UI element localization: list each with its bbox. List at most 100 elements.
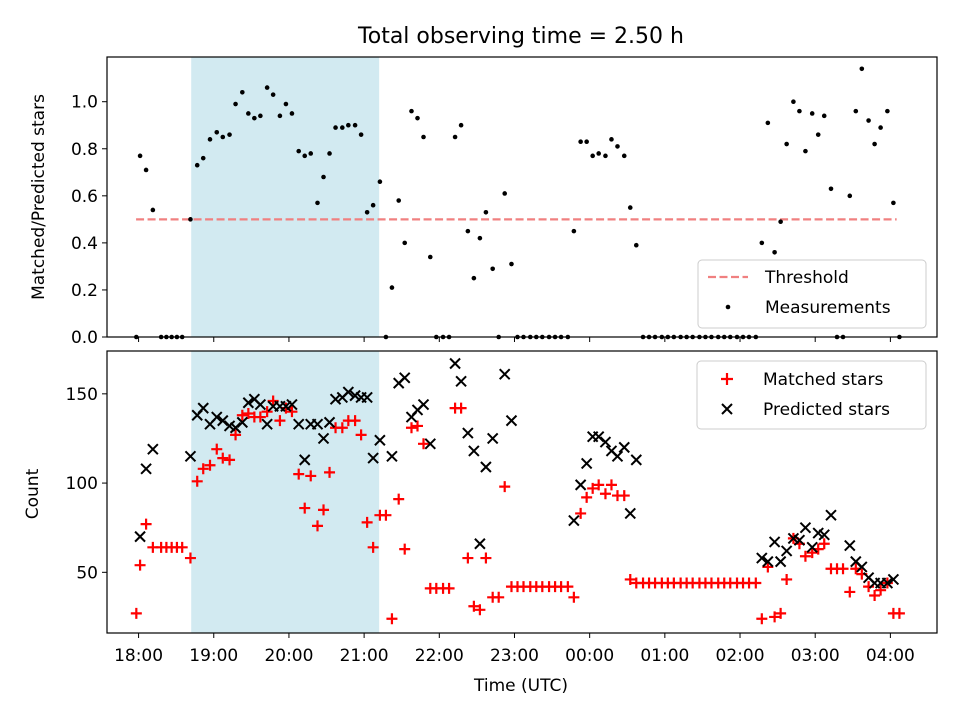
measurements-legend-marker-icon — [725, 304, 731, 310]
measurement-point — [765, 120, 771, 126]
matched-star-point — [386, 613, 398, 625]
measurement-point — [421, 134, 426, 140]
measurement-point — [207, 137, 213, 142]
measurement-point — [490, 266, 495, 272]
x-tick-label: 03:00 — [791, 646, 840, 666]
matched-legend-plus-icon — [721, 373, 733, 385]
count-plot-frame — [106, 350, 938, 634]
matched-star-point — [130, 607, 142, 619]
predicted-star-point — [856, 561, 868, 573]
predicted-star-point — [611, 450, 624, 463]
measurement-point — [866, 118, 871, 123]
predicted-star-point — [780, 545, 793, 557]
measurement-point — [502, 191, 508, 196]
x-tick-label: 18:00 — [114, 646, 163, 666]
measurement-point — [784, 141, 789, 147]
count-observing-span — [191, 351, 380, 633]
measurement-point — [188, 217, 193, 222]
measurement-point — [571, 228, 577, 234]
x-tick-label: 20:00 — [264, 646, 313, 666]
matched-star-point — [367, 541, 379, 553]
matched-star-point — [462, 552, 474, 564]
predicted-star-point — [630, 454, 642, 466]
matched-star-point — [575, 507, 587, 519]
predicted-star-point — [881, 577, 894, 589]
measurements-legend-label: Measurements — [765, 298, 891, 318]
matched-star-point — [318, 504, 330, 516]
matched-star-point — [443, 582, 455, 594]
matched-star-point — [261, 406, 273, 418]
measurement-point — [596, 151, 601, 156]
predicted-star-point — [311, 418, 324, 430]
measurement-point — [603, 153, 608, 159]
predicted-star-point — [887, 573, 900, 586]
measurement-point — [270, 92, 276, 97]
predicted-star-point — [568, 514, 580, 527]
measurement-point — [885, 108, 890, 114]
measurement-point — [821, 113, 827, 119]
ratio-y-tick-label: 0.6 — [71, 187, 98, 207]
matched-star-point — [587, 482, 599, 494]
measurement-point — [252, 115, 257, 121]
measurement-point — [200, 155, 206, 161]
matched-star-point — [267, 395, 279, 407]
matched-star-point — [418, 438, 430, 450]
predicted-star-point — [374, 434, 386, 446]
matched-star-point — [893, 607, 905, 619]
matched-star-point — [762, 561, 774, 573]
matched-star-point — [140, 518, 152, 530]
x-tick-label: 21:00 — [340, 646, 389, 666]
measurement-point — [778, 219, 783, 225]
measurement-point — [220, 134, 226, 140]
measurement-point — [340, 125, 345, 130]
count-legend-box — [696, 360, 927, 430]
matched-star-point — [254, 411, 266, 423]
ratio-y-tick-label: 0.2 — [71, 281, 98, 301]
matched-star-point — [562, 581, 574, 593]
measurement-point — [194, 162, 200, 168]
ratio-legend-box — [697, 259, 927, 329]
matched-star-point — [775, 607, 787, 619]
predicted-star-point — [342, 386, 355, 398]
predicted-star-point — [261, 418, 273, 430]
matched-star-point — [324, 466, 336, 478]
ratio-legend: Threshold Measurements — [697, 259, 927, 329]
predicted-star-point — [417, 398, 430, 411]
count-y-tick-label: 50 — [76, 563, 98, 583]
predicted-star-point — [242, 397, 255, 409]
matched-star-point — [305, 470, 317, 482]
measurement-point — [590, 153, 595, 159]
predicted-star-point — [399, 372, 411, 384]
measurement-point — [872, 141, 877, 147]
count-panel: 50 100 150 18:00 19:00 20:00 21:00 22:00 23:00 00… — [23, 350, 938, 696]
predicted-star-point — [806, 541, 818, 554]
predicted-star-point — [580, 457, 593, 470]
matched-star-point — [217, 452, 229, 464]
ratio-y-axis-label: Matched/Predicted stars — [29, 94, 49, 300]
measurement-point — [358, 132, 364, 137]
measurement-point — [615, 144, 620, 149]
matched-star-point — [184, 552, 196, 564]
measurement-point — [402, 240, 408, 246]
predicted-star-point — [323, 416, 336, 429]
predicted-star-point — [197, 402, 209, 414]
measurement-point — [227, 132, 232, 137]
predicted-star-point — [386, 450, 398, 463]
matched-star-point — [191, 475, 203, 487]
measurement-point — [289, 111, 295, 116]
matched-star-point — [293, 468, 305, 480]
predicted-star-point — [799, 521, 812, 534]
predicted-star-point — [236, 416, 249, 429]
measurement-point — [246, 111, 251, 116]
measurement-point — [283, 101, 289, 107]
measurement-point — [815, 132, 821, 137]
measurement-point — [627, 205, 633, 210]
matched-star-point — [756, 613, 768, 625]
matched-star-point — [286, 406, 298, 418]
predicted-star-point — [211, 411, 223, 423]
predicted-star-point — [818, 529, 830, 541]
matched-star-point — [455, 402, 467, 414]
measurement-point — [452, 134, 458, 140]
measurement-point — [240, 89, 245, 95]
